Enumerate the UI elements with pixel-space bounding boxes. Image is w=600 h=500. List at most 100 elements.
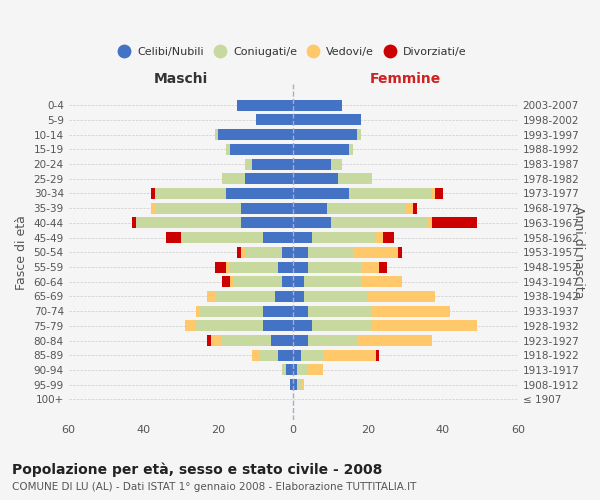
Bar [282, 247, 293, 258]
Text: COMUNE DI LU (AL) - Dati ISTAT 1° gennaio 2008 - Elaborazione TUTTITALIA.IT: COMUNE DI LU (AL) - Dati ISTAT 1° gennai… [12, 482, 416, 492]
Bar [241, 218, 293, 228]
Bar [196, 306, 200, 316]
Bar [379, 262, 387, 272]
Text: Femmine: Femmine [370, 72, 441, 86]
Bar [301, 350, 323, 361]
Bar [233, 276, 282, 287]
Bar [398, 247, 402, 258]
Bar [376, 350, 379, 361]
Bar [200, 306, 263, 316]
Bar [293, 350, 301, 361]
Bar [222, 174, 245, 184]
Bar [293, 114, 361, 126]
Bar [297, 379, 301, 390]
Bar [293, 144, 349, 155]
Bar [230, 262, 278, 272]
Bar [215, 262, 226, 272]
Legend: Celibi/Nubili, Coniugati/e, Vedovi/e, Divorziati/e: Celibi/Nubili, Coniugati/e, Vedovi/e, Di… [120, 46, 467, 57]
Bar [222, 335, 271, 346]
Bar [432, 218, 476, 228]
Bar [293, 129, 357, 140]
Bar [166, 232, 181, 243]
Bar [353, 247, 398, 258]
Bar [293, 291, 304, 302]
Bar [226, 188, 293, 199]
Bar [271, 335, 293, 346]
Bar [357, 129, 361, 140]
Bar [218, 129, 293, 140]
Bar [211, 335, 222, 346]
Bar [207, 335, 211, 346]
Bar [312, 232, 376, 243]
Bar [308, 306, 372, 316]
Bar [293, 100, 342, 111]
Bar [155, 188, 226, 199]
Bar [372, 320, 476, 332]
Bar [132, 218, 136, 228]
Bar [293, 320, 312, 332]
Bar [237, 100, 293, 111]
Bar [290, 379, 293, 390]
Bar [293, 174, 338, 184]
Bar [368, 291, 436, 302]
Bar [252, 158, 293, 170]
Bar [181, 232, 263, 243]
Bar [151, 202, 155, 213]
Bar [357, 335, 432, 346]
Bar [297, 364, 308, 376]
Bar [245, 174, 293, 184]
Bar [245, 247, 282, 258]
Bar [304, 291, 368, 302]
Bar [293, 188, 349, 199]
Bar [282, 364, 286, 376]
Bar [151, 188, 155, 199]
Bar [230, 276, 233, 287]
Bar [308, 262, 361, 272]
Bar [241, 202, 293, 213]
Bar [293, 262, 308, 272]
Bar [308, 335, 357, 346]
Bar [293, 218, 331, 228]
Bar [361, 262, 379, 272]
Bar [263, 232, 293, 243]
Bar [275, 291, 293, 302]
Bar [304, 276, 361, 287]
Bar [185, 320, 196, 332]
Bar [349, 144, 353, 155]
Bar [361, 276, 402, 287]
Bar [241, 247, 245, 258]
Bar [331, 218, 428, 228]
Bar [263, 320, 293, 332]
Bar [293, 364, 297, 376]
Bar [215, 129, 218, 140]
Bar [196, 320, 263, 332]
Bar [308, 247, 353, 258]
Bar [230, 144, 293, 155]
Bar [372, 306, 451, 316]
Bar [226, 262, 230, 272]
Bar [312, 320, 372, 332]
Bar [245, 158, 252, 170]
Bar [293, 306, 308, 316]
Bar [286, 364, 293, 376]
Bar [432, 188, 436, 199]
Y-axis label: Anni di nascita: Anni di nascita [572, 206, 585, 298]
Bar [323, 350, 376, 361]
Bar [349, 188, 432, 199]
Text: Popolazione per età, sesso e stato civile - 2008: Popolazione per età, sesso e stato civil… [12, 462, 382, 477]
Bar [207, 291, 215, 302]
Bar [327, 202, 406, 213]
Bar [278, 262, 293, 272]
Bar [383, 232, 394, 243]
Bar [282, 276, 293, 287]
Bar [301, 379, 304, 390]
Bar [413, 202, 417, 213]
Bar [263, 306, 293, 316]
Bar [293, 232, 312, 243]
Bar [226, 144, 230, 155]
Bar [256, 114, 293, 126]
Bar [428, 218, 432, 228]
Bar [136, 218, 241, 228]
Bar [278, 350, 293, 361]
Bar [155, 202, 241, 213]
